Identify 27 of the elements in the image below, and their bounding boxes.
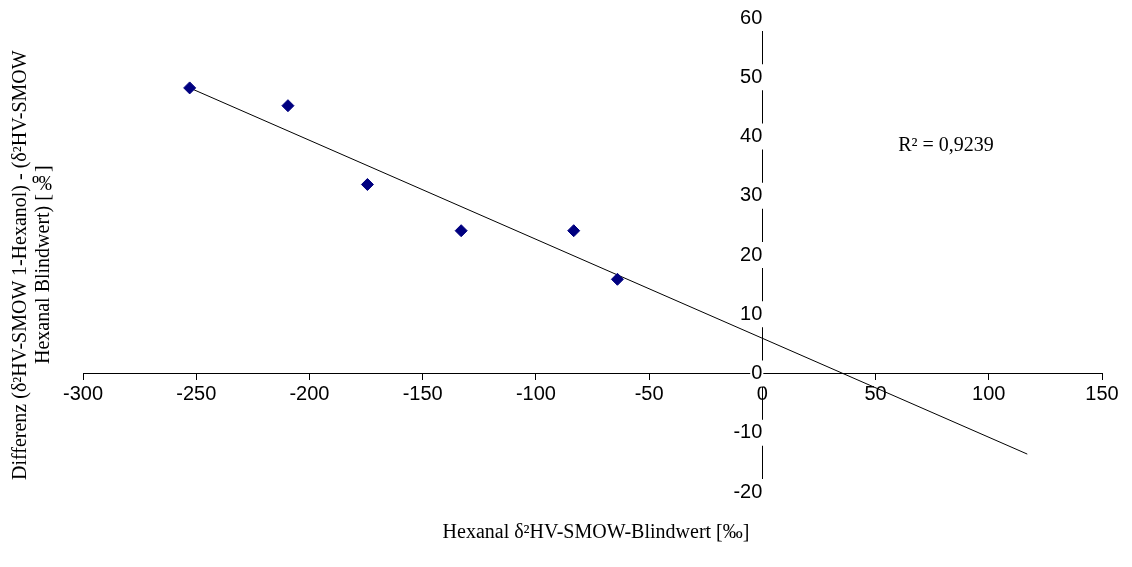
y-tick-label: 50 — [740, 64, 763, 87]
y-tick-label: 20 — [740, 242, 763, 265]
x-tick-label: -100 — [515, 382, 556, 405]
y-tick-label: -20 — [733, 479, 763, 502]
x-tick-label: -150 — [402, 382, 443, 405]
x-tick-label: 150 — [1085, 382, 1119, 405]
y-tick-label: 0 — [751, 361, 763, 384]
x-tick-label: -250 — [176, 382, 217, 405]
point — [610, 272, 624, 286]
y-tick-label: -10 — [733, 420, 763, 443]
x-tick-label: 50 — [864, 382, 887, 405]
y-tick-label: 40 — [740, 124, 763, 147]
point — [281, 99, 295, 113]
x-tick-label: -300 — [63, 382, 104, 405]
x-tick-label: -200 — [289, 382, 330, 405]
annotation: R² = 0,9239 — [898, 133, 994, 156]
y-tick-label: 30 — [740, 183, 763, 206]
y-tick-label: 60 — [740, 5, 763, 28]
x-tick-label: 100 — [972, 382, 1006, 405]
x-axis-title: Hexanal δ²HV-SMOW-Blindwert [‰] — [441, 520, 751, 543]
y-tick-label: 10 — [740, 301, 763, 324]
point — [567, 224, 581, 238]
point — [183, 81, 197, 95]
y-axis-title: Differenz (δ²HV-SMOW 1-Hexanol) - (δ²HV-SMOW Hexanal Blindwert) [‰] — [8, 50, 53, 480]
point — [454, 224, 468, 238]
point — [360, 177, 374, 191]
x-tick-label: -50 — [634, 382, 664, 405]
